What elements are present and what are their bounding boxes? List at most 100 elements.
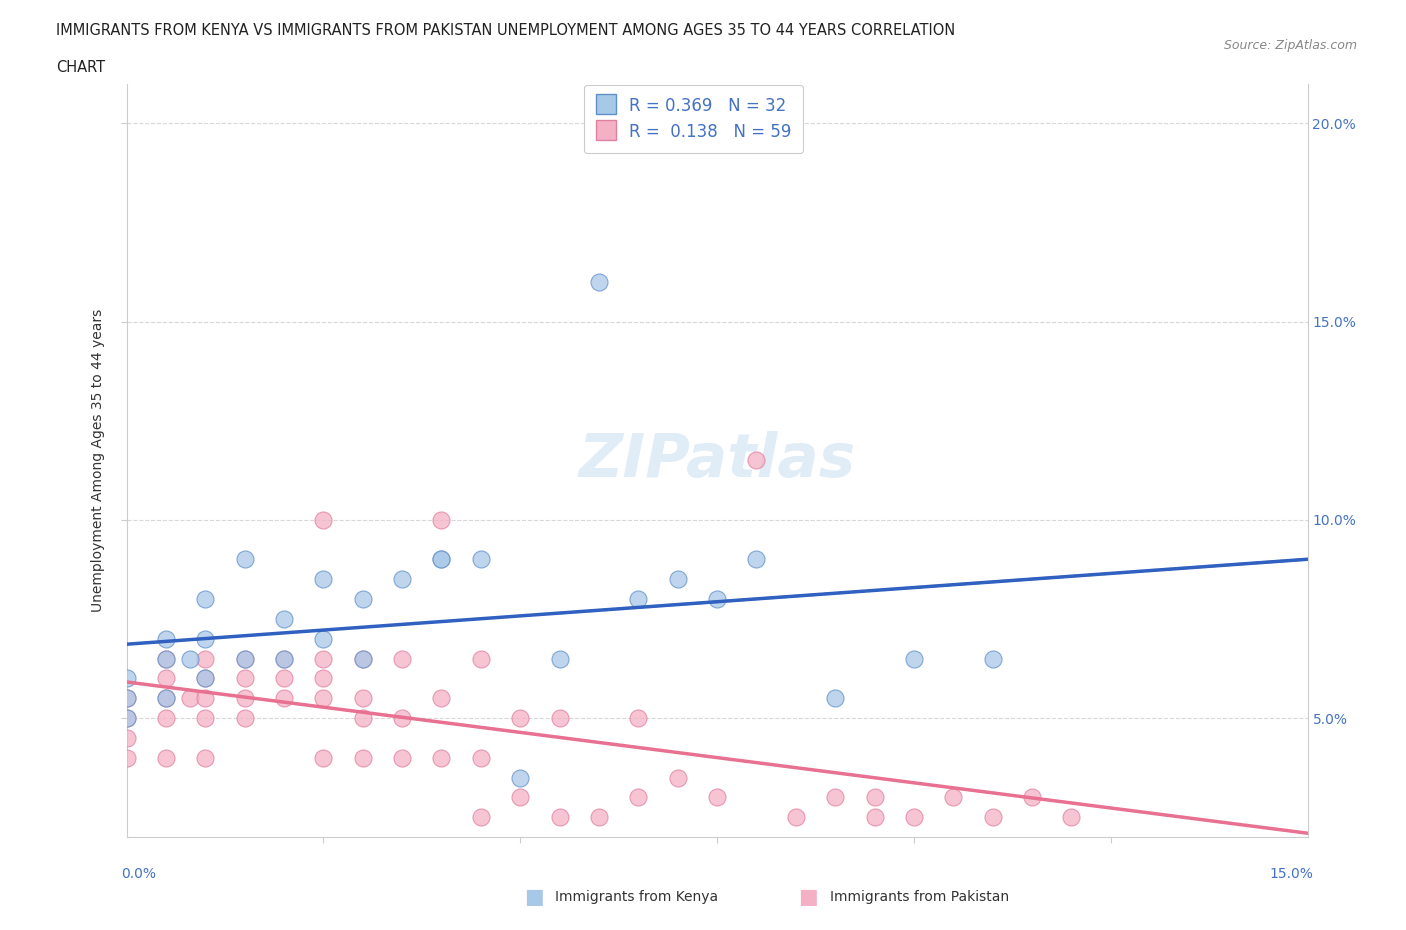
Point bbox=[352, 651, 374, 666]
Point bbox=[627, 790, 650, 804]
Point bbox=[706, 591, 728, 606]
Text: 0.0%: 0.0% bbox=[121, 867, 156, 881]
Point bbox=[155, 711, 177, 725]
Text: ZIPatlas: ZIPatlas bbox=[578, 431, 856, 490]
Point bbox=[824, 691, 846, 706]
Point bbox=[391, 751, 413, 765]
Point bbox=[115, 691, 138, 706]
Point bbox=[430, 552, 453, 567]
Point bbox=[903, 810, 925, 825]
Point bbox=[115, 711, 138, 725]
Point bbox=[548, 810, 571, 825]
Point bbox=[273, 651, 295, 666]
Point bbox=[233, 691, 256, 706]
Point bbox=[470, 651, 492, 666]
Text: Immigrants from Pakistan: Immigrants from Pakistan bbox=[830, 890, 1008, 905]
Point bbox=[863, 810, 886, 825]
Point bbox=[115, 730, 138, 745]
Point bbox=[509, 711, 531, 725]
Point bbox=[115, 671, 138, 685]
Point bbox=[312, 751, 335, 765]
Point bbox=[706, 790, 728, 804]
Text: ■: ■ bbox=[799, 887, 818, 908]
Point bbox=[352, 711, 374, 725]
Point bbox=[312, 671, 335, 685]
Point bbox=[627, 711, 650, 725]
Point bbox=[155, 691, 177, 706]
Text: ■: ■ bbox=[524, 887, 544, 908]
Point bbox=[1060, 810, 1083, 825]
Point bbox=[179, 651, 201, 666]
Point bbox=[194, 651, 217, 666]
Point bbox=[470, 751, 492, 765]
Point bbox=[903, 651, 925, 666]
Point bbox=[352, 591, 374, 606]
Point bbox=[312, 572, 335, 587]
Point bbox=[470, 552, 492, 567]
Point bbox=[312, 691, 335, 706]
Point bbox=[155, 671, 177, 685]
Point bbox=[588, 810, 610, 825]
Point bbox=[273, 612, 295, 627]
Point bbox=[194, 691, 217, 706]
Point bbox=[863, 790, 886, 804]
Point bbox=[155, 691, 177, 706]
Text: Source: ZipAtlas.com: Source: ZipAtlas.com bbox=[1223, 39, 1357, 52]
Point bbox=[312, 651, 335, 666]
Point bbox=[745, 453, 768, 468]
Point bbox=[1021, 790, 1043, 804]
Point bbox=[273, 671, 295, 685]
Point bbox=[430, 751, 453, 765]
Point bbox=[273, 651, 295, 666]
Point bbox=[233, 651, 256, 666]
Point bbox=[391, 651, 413, 666]
Point bbox=[115, 691, 138, 706]
Point bbox=[233, 552, 256, 567]
Text: CHART: CHART bbox=[56, 60, 105, 75]
Point bbox=[509, 790, 531, 804]
Point bbox=[470, 810, 492, 825]
Point bbox=[194, 671, 217, 685]
Text: IMMIGRANTS FROM KENYA VS IMMIGRANTS FROM PAKISTAN UNEMPLOYMENT AMONG AGES 35 TO : IMMIGRANTS FROM KENYA VS IMMIGRANTS FROM… bbox=[56, 23, 956, 38]
Point bbox=[352, 651, 374, 666]
Point bbox=[233, 651, 256, 666]
Point bbox=[981, 810, 1004, 825]
Point bbox=[942, 790, 965, 804]
Text: 15.0%: 15.0% bbox=[1270, 867, 1313, 881]
Point bbox=[194, 631, 217, 646]
Text: Immigrants from Kenya: Immigrants from Kenya bbox=[555, 890, 718, 905]
Point bbox=[430, 552, 453, 567]
Point bbox=[430, 512, 453, 527]
Point bbox=[312, 631, 335, 646]
Y-axis label: Unemployment Among Ages 35 to 44 years: Unemployment Among Ages 35 to 44 years bbox=[91, 309, 105, 612]
Point bbox=[627, 591, 650, 606]
Point bbox=[352, 751, 374, 765]
Point bbox=[666, 572, 689, 587]
Point bbox=[115, 711, 138, 725]
Point bbox=[785, 810, 807, 825]
Point bbox=[155, 651, 177, 666]
Point bbox=[194, 591, 217, 606]
Point bbox=[233, 711, 256, 725]
Point bbox=[155, 651, 177, 666]
Point bbox=[548, 651, 571, 666]
Point bbox=[391, 572, 413, 587]
Point bbox=[824, 790, 846, 804]
Point bbox=[548, 711, 571, 725]
Point bbox=[115, 751, 138, 765]
Point bbox=[194, 711, 217, 725]
Point bbox=[430, 691, 453, 706]
Point bbox=[391, 711, 413, 725]
Legend: R = 0.369   N = 32, R =  0.138   N = 59: R = 0.369 N = 32, R = 0.138 N = 59 bbox=[583, 85, 803, 153]
Point bbox=[509, 770, 531, 785]
Point bbox=[981, 651, 1004, 666]
Point bbox=[194, 671, 217, 685]
Point bbox=[194, 751, 217, 765]
Point bbox=[312, 512, 335, 527]
Point bbox=[666, 770, 689, 785]
Point bbox=[233, 671, 256, 685]
Point bbox=[745, 552, 768, 567]
Point bbox=[588, 274, 610, 289]
Point bbox=[352, 691, 374, 706]
Point bbox=[179, 691, 201, 706]
